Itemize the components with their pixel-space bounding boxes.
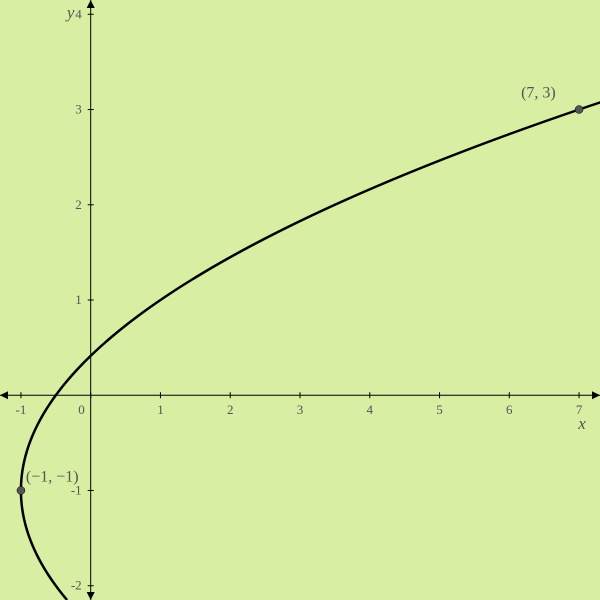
x-tick-label: 6: [506, 402, 513, 417]
point-label: (7, 3): [521, 85, 556, 102]
point-label: (−1, −1): [26, 468, 79, 485]
y-tick-label: 3: [75, 102, 82, 117]
coordinate-plane-chart: -101234567-2-11234xy(−1, −1)(7, 3): [0, 0, 600, 600]
x-tick-label: 0: [78, 402, 85, 417]
marked-point: [17, 486, 25, 494]
y-axis-label: y: [65, 3, 75, 22]
y-tick-label: -2: [71, 578, 82, 593]
x-tick-label: 2: [227, 402, 234, 417]
x-tick-label: 3: [297, 402, 304, 417]
y-tick-label: 4: [75, 6, 82, 21]
x-axis-label: x: [577, 414, 586, 433]
y-tick-label: 1: [75, 292, 82, 307]
y-tick-label: 2: [75, 197, 82, 212]
x-tick-label: 5: [436, 402, 443, 417]
x-tick-label: -1: [16, 402, 27, 417]
marked-point: [575, 106, 583, 114]
x-tick-label: 1: [157, 402, 164, 417]
x-tick-label: 4: [367, 402, 374, 417]
